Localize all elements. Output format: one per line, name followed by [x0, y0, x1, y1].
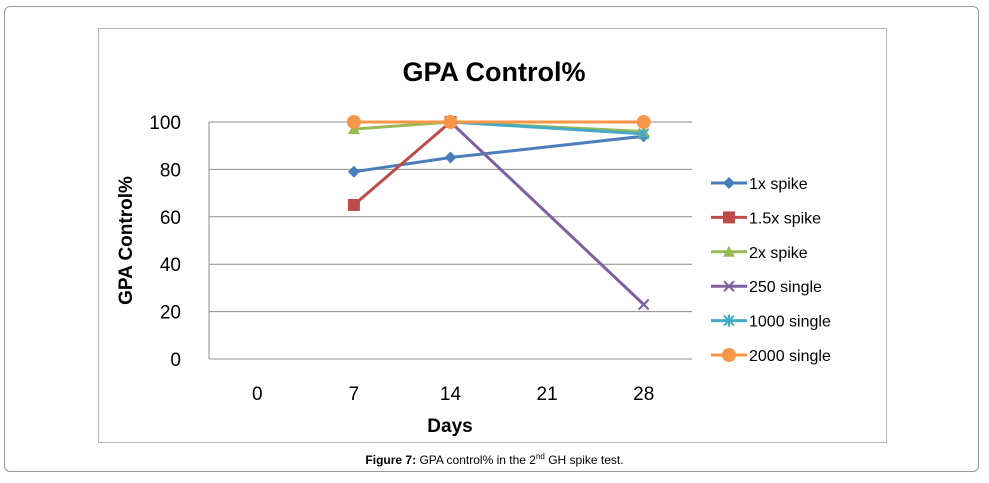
y-tick-label: 80: [160, 160, 181, 181]
legend-item: 1x spike: [711, 176, 808, 193]
legend-item: 250 single: [711, 279, 822, 296]
x-tick-label: 14: [440, 384, 462, 405]
legend-label: 2x spike: [749, 245, 808, 262]
chart-title: GPA Control%: [403, 57, 586, 87]
legend-item: 2x spike: [711, 245, 808, 262]
data-point: [443, 115, 458, 129]
caption-text-before: GPA control% in the 2: [419, 453, 536, 467]
x-tick-label: 7: [349, 384, 360, 405]
caption-label: Figure 7:: [365, 453, 417, 467]
legend-marker: [723, 177, 735, 189]
x-axis-label: Days: [427, 416, 472, 437]
series-1x-spike: [347, 130, 650, 178]
legend-item: 1000 single: [711, 314, 831, 331]
legend-marker: [722, 348, 736, 362]
series-1000-single: [444, 116, 650, 140]
legend-item: 2000 single: [711, 348, 831, 365]
series-line: [352, 120, 452, 207]
line-chart: GPA Control% 0 20 40 60 80 100 0 7 14 21 28 Days GPA …: [116, 57, 831, 437]
legend-marker: [723, 245, 735, 257]
legend-marker: [723, 314, 735, 327]
data-point: [347, 198, 360, 211]
x-tick-label: 21: [537, 384, 558, 405]
data-point: [347, 165, 360, 178]
y-tick-label: 60: [160, 208, 181, 229]
caption-text-after: GH spike test.: [544, 453, 624, 467]
legend-label: 1x spike: [749, 176, 808, 193]
y-tick-label: 0: [170, 350, 181, 371]
legend-label: 1.5x spike: [749, 210, 821, 227]
series-2000-single: [346, 115, 651, 129]
caption-superscript: nd: [535, 452, 545, 461]
data-point: [444, 151, 457, 164]
series-line: [450, 120, 644, 136]
y-tick-label: 40: [160, 255, 181, 276]
y-tick-label: 100: [149, 113, 181, 134]
data-point: [637, 298, 650, 311]
legend-marker: [723, 280, 735, 292]
series-line: [449, 120, 645, 306]
legend-label: 1000 single: [749, 314, 831, 331]
figure-caption: Figure 7: GPA control% in the 2nd GH spi…: [0, 452, 989, 467]
y-axis-label: GPA Control%: [116, 176, 137, 305]
data-point: [636, 115, 651, 129]
legend-marker: [723, 211, 735, 224]
x-tick-label: 0: [252, 384, 263, 405]
figure-frame: GPA Control% 0 20 40 60 80 100 0 7 14 21 28 Days GPA …: [4, 6, 979, 472]
data-point: [346, 115, 361, 129]
y-tick-label: 20: [160, 303, 181, 324]
x-tick-label: 28: [633, 384, 654, 405]
legend-label: 250 single: [749, 279, 822, 296]
legend-item: 1.5x spike: [711, 210, 821, 227]
chart-area: GPA Control% 0 20 40 60 80 100 0 7 14 21 28 Days GPA …: [98, 28, 887, 443]
legend-label: 2000 single: [749, 348, 831, 365]
series-1-5x-spike: [347, 116, 457, 211]
data-point: [637, 127, 650, 140]
